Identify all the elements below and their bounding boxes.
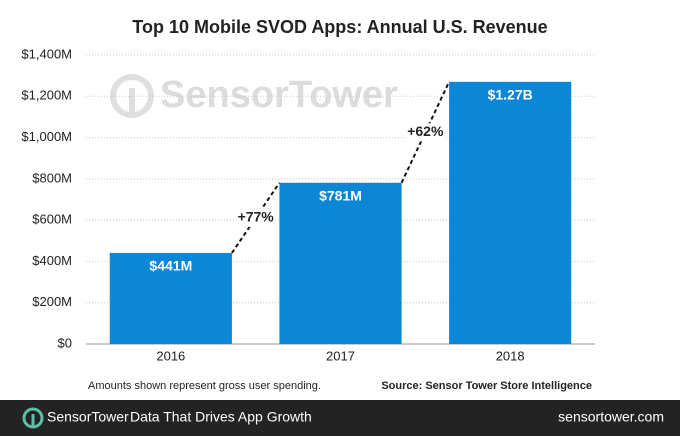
y-tick-label: $1,000M: [21, 129, 72, 144]
footer-tagline: Data That Drives App Growth: [130, 409, 312, 425]
annotation: +62%: [407, 123, 444, 139]
chart-title: Top 10 Mobile SVOD Apps: Annual U.S. Rev…: [132, 17, 547, 37]
x-tick-label: 2018: [496, 348, 525, 363]
x-tick-label: 2017: [326, 348, 355, 363]
source: Source: Sensor Tower Store Intelligence: [381, 380, 592, 392]
watermark: SensorTower: [160, 74, 398, 116]
bar: [279, 182, 402, 344]
y-tick-label: $0: [58, 335, 72, 350]
annotation: +77%: [238, 209, 275, 225]
y-tick-label: $1,400M: [21, 46, 72, 61]
y-tick-label: $600M: [32, 212, 72, 227]
value-label: $441M: [149, 258, 192, 274]
bar: [449, 81, 572, 344]
y-tick-label: $1,200M: [21, 88, 72, 103]
y-tick-label: $200M: [32, 294, 72, 309]
note: Amounts shown represent gross user spend…: [88, 380, 321, 392]
y-tick-label: $800M: [32, 170, 72, 185]
annotation-bg: [236, 208, 275, 227]
footer-bar: [0, 400, 680, 436]
x-tick-label: 2016: [156, 348, 185, 363]
value-label: $1.27B: [488, 87, 533, 103]
footer-brand: SensorTower: [47, 409, 129, 425]
growth-line: [400, 81, 450, 184]
footer-url: sensortower.com: [558, 409, 664, 425]
y-tick-label: $400M: [32, 253, 72, 268]
annotation-bg: [406, 123, 445, 142]
bar: [109, 252, 232, 344]
value-label: $781M: [319, 187, 362, 203]
